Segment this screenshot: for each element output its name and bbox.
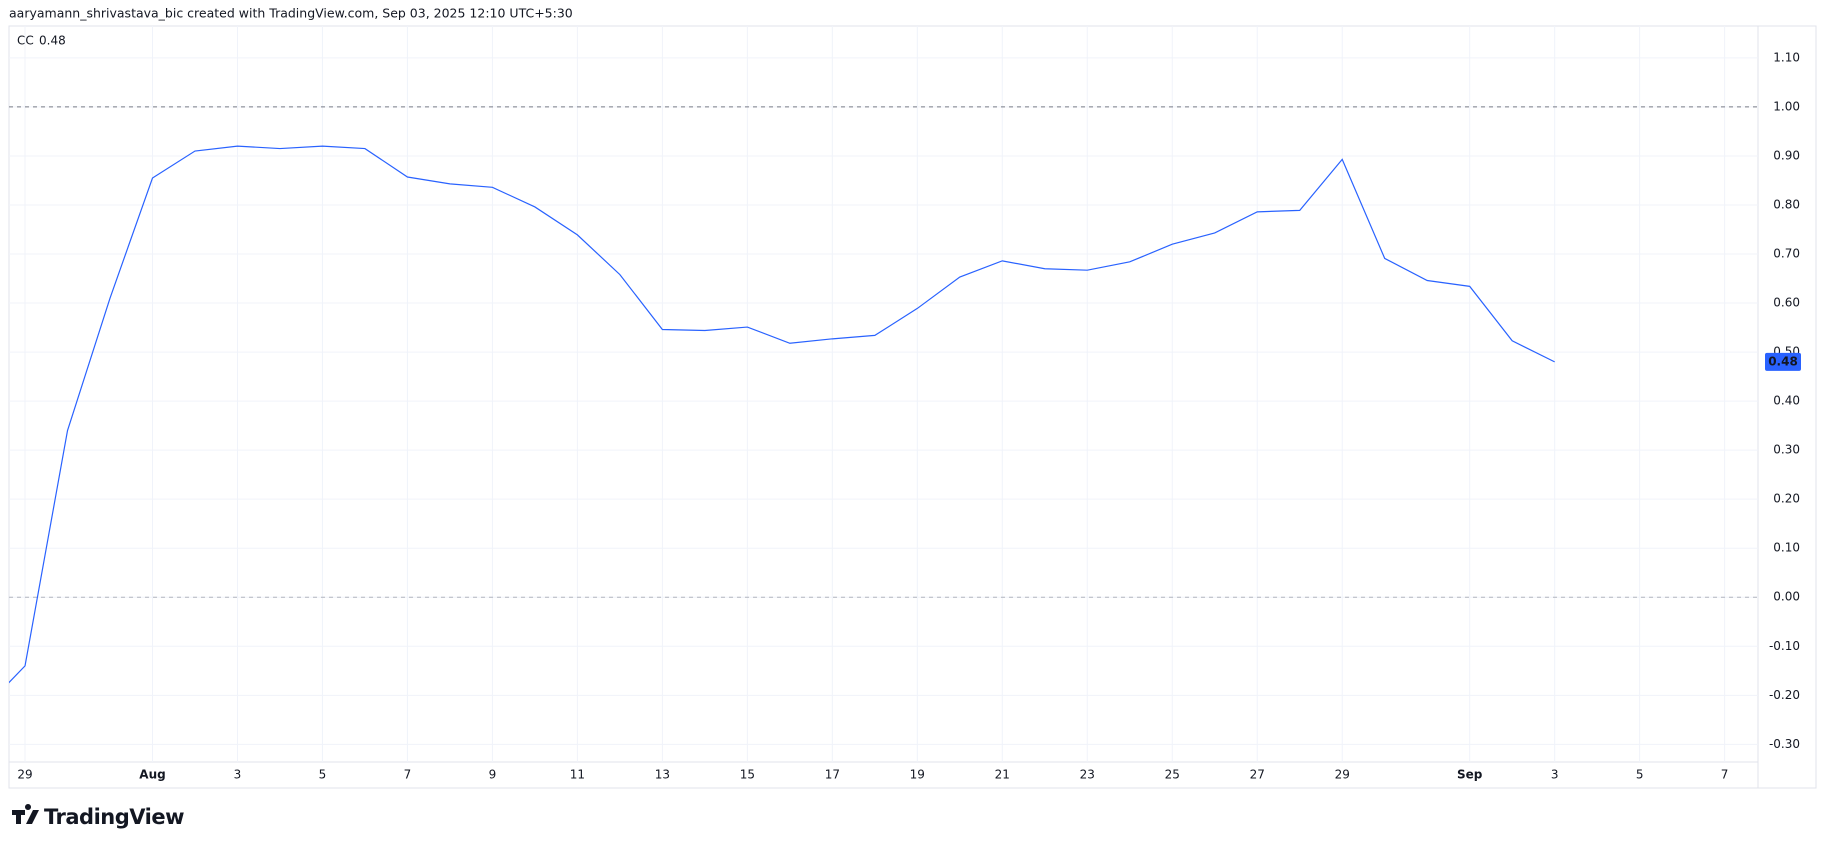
y-tick-label: 0.90 xyxy=(1773,148,1800,162)
x-tick-label: 15 xyxy=(740,768,755,782)
y-tick-label: 0.00 xyxy=(1773,590,1800,604)
series-line xyxy=(9,145,1555,684)
x-tick-label: 27 xyxy=(1250,768,1265,782)
y-tick-label: 0.30 xyxy=(1773,443,1800,457)
y-tick-label: 0.40 xyxy=(1773,394,1800,408)
x-tick-label: 21 xyxy=(995,768,1010,782)
x-tick-label: Sep xyxy=(1457,768,1483,782)
last-value-label: 0.48 xyxy=(1768,354,1798,368)
x-tick-label: 23 xyxy=(1080,768,1095,782)
legend-value: 0.48 xyxy=(39,34,66,48)
y-tick-label: 0.10 xyxy=(1773,541,1800,555)
x-tick-label: 13 xyxy=(655,768,670,782)
logo-icon xyxy=(12,804,39,824)
x-tick-label: 7 xyxy=(404,768,412,782)
y-tick-label: 0.80 xyxy=(1773,197,1800,211)
x-tick-label: 5 xyxy=(1636,768,1644,782)
x-tick-label: 29 xyxy=(17,768,32,782)
grid xyxy=(9,26,1758,762)
brand: TradingView xyxy=(44,805,184,829)
header-title: aaryamann_shrivastava_bic created with T… xyxy=(9,6,573,21)
x-tick-label: 19 xyxy=(910,768,925,782)
x-tick-label: 7 xyxy=(1721,768,1729,782)
y-tick-label: 0.70 xyxy=(1773,247,1800,261)
chart-frame xyxy=(8,25,1817,789)
x-tick-label: 9 xyxy=(489,768,497,782)
y-tick-label: -0.10 xyxy=(1769,639,1800,653)
last-value-badge xyxy=(1765,352,1801,371)
x-tick-label: 3 xyxy=(1551,768,1559,782)
y-tick-label: 1.10 xyxy=(1773,50,1800,64)
x-tick-label: 17 xyxy=(825,768,840,782)
x-tick-label: 25 xyxy=(1165,768,1180,782)
x-tick-label: Aug xyxy=(139,768,165,782)
y-tick-label: 0.60 xyxy=(1773,296,1800,310)
logo: TradingView xyxy=(12,804,185,829)
x-tick-label: 5 xyxy=(319,768,327,782)
x-tick-label: 29 xyxy=(1335,768,1350,782)
y-tick-label: 0.20 xyxy=(1773,492,1800,506)
y-tick-label: -0.20 xyxy=(1769,688,1800,702)
y-tick-label: -0.30 xyxy=(1769,737,1800,751)
x-tick-label: 11 xyxy=(570,768,585,782)
x-tick-label: 3 xyxy=(234,768,242,782)
y-tick-label: 1.00 xyxy=(1773,99,1800,113)
